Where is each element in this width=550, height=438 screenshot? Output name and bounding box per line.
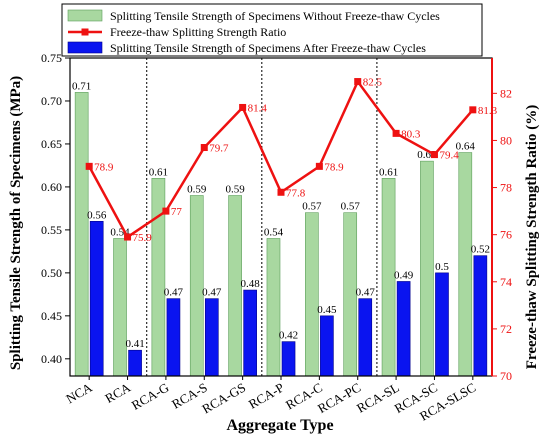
bar-frozen-RCA-SLSC bbox=[473, 255, 488, 377]
legend-label-1: Freeze-thaw Splitting Strength Ratio bbox=[110, 25, 286, 39]
bar-unfrozen-NCA bbox=[74, 92, 89, 377]
data-label-frozen-RCA-SLSC: 0.52 bbox=[471, 244, 490, 256]
bar-unfrozen-RCA-SLSC bbox=[458, 152, 473, 377]
data-label-frozen-RCA-S: 0.47 bbox=[202, 287, 222, 299]
ratio-label-RCA-G: 77 bbox=[171, 206, 183, 218]
data-label-unfrozen-NCA: 0.71 bbox=[72, 80, 91, 92]
left-axis-title: Splitting Tensile Strength of Specimens … bbox=[8, 76, 24, 370]
data-label-frozen-RCA-SC: 0.5 bbox=[435, 261, 449, 273]
ratio-point-RCA-C bbox=[315, 162, 323, 170]
data-label-frozen-RCA-C: 0.45 bbox=[317, 304, 337, 316]
ratio-point-RCA-SLSC bbox=[469, 106, 477, 114]
x-tick-label-RCA-G: RCA-G bbox=[129, 380, 172, 413]
ratio-point-RCA-PC bbox=[354, 78, 362, 86]
ratio-label-RCA-SL: 80.3 bbox=[401, 128, 421, 140]
bar-unfrozen-RCA bbox=[113, 238, 127, 377]
bar-frozen-RCA-S bbox=[204, 298, 219, 377]
legend-box bbox=[61, 3, 483, 57]
ratio-point-RCA-G bbox=[162, 207, 170, 215]
bar-frozen-NCA bbox=[89, 220, 104, 377]
x-tick-label-RCA-GS: RCA-GS bbox=[199, 380, 248, 417]
bar-unfrozen-RCA-C bbox=[305, 212, 319, 377]
data-label-unfrozen-RCA-PC: 0.57 bbox=[341, 201, 361, 213]
data-label-unfrozen-RCA-GS: 0.59 bbox=[225, 184, 245, 196]
bar-unfrozen-RCA-SC bbox=[420, 160, 434, 377]
legend-marker-1 bbox=[81, 28, 89, 36]
x-tick-label-RCA-SL: RCA-SL bbox=[354, 380, 402, 416]
ratio-point-NCA bbox=[85, 162, 93, 170]
ratio-label-RCA-C: 78.9 bbox=[324, 161, 344, 173]
bar-frozen-RCA-P bbox=[281, 341, 296, 377]
data-label-unfrozen-RCA-P: 0.54 bbox=[264, 226, 284, 238]
data-label-unfrozen-RCA-SLSC: 0.64 bbox=[456, 141, 476, 153]
bar-frozen-RCA bbox=[128, 349, 142, 377]
x-tick-label-NCA: NCA bbox=[63, 379, 95, 406]
right-tick-label-4: 78 bbox=[500, 181, 512, 195]
left-tick-label-7: 0.75 bbox=[41, 51, 62, 65]
ratio-label-RCA-GS: 81.4 bbox=[248, 102, 268, 114]
right-tick-label-6: 82 bbox=[500, 86, 512, 100]
ratio-point-RCA-GS bbox=[239, 103, 247, 111]
data-label-unfrozen-RCA-G: 0.61 bbox=[149, 166, 168, 178]
data-label-unfrozen-RCA-S: 0.59 bbox=[187, 184, 207, 196]
left-tick-label-1: 0.45 bbox=[41, 309, 62, 323]
ratio-point-RCA-P bbox=[277, 188, 285, 196]
bar-frozen-RCA-SC bbox=[435, 272, 449, 377]
data-label-frozen-RCA-PC: 0.47 bbox=[356, 287, 376, 299]
left-tick-label-3: 0.55 bbox=[41, 223, 62, 237]
bar-frozen-RCA-SL bbox=[396, 281, 411, 377]
x-tick-label-RCA-PC: RCA-PC bbox=[315, 380, 363, 416]
data-label-frozen-RCA-GS: 0.48 bbox=[241, 278, 261, 290]
data-label-frozen-RCA-G: 0.47 bbox=[164, 287, 184, 299]
bar-unfrozen-RCA-P bbox=[266, 238, 281, 377]
left-tick-label-2: 0.50 bbox=[41, 266, 62, 280]
ratio-point-RCA-SL bbox=[392, 129, 400, 137]
data-label-frozen-RCA-P: 0.42 bbox=[279, 330, 298, 342]
x-tick-label-RCA-P: RCA-P bbox=[246, 380, 287, 412]
bar-frozen-RCA-C bbox=[320, 315, 334, 377]
ratio-point-RCA-S bbox=[200, 144, 208, 152]
x-axis-title: Aggregate Type bbox=[226, 417, 333, 434]
right-tick-label-1: 72 bbox=[500, 322, 512, 336]
ratio-label-RCA-P: 77.8 bbox=[286, 187, 306, 199]
x-tick-label-RCA: RCA bbox=[102, 379, 133, 406]
data-label-frozen-RCA: 0.41 bbox=[125, 338, 144, 350]
bar-frozen-RCA-GS bbox=[243, 289, 257, 377]
ratio-label-RCA-SC: 79.4 bbox=[439, 150, 459, 162]
data-label-frozen-NCA: 0.56 bbox=[87, 209, 107, 221]
right-tick-label-2: 74 bbox=[500, 275, 512, 289]
right-axis-title: Freeze-thaw Splitting Strength Ratio (%) bbox=[524, 105, 540, 369]
right-tick-label-0: 70 bbox=[500, 369, 512, 383]
ratio-label-RCA-SLSC: 81.3 bbox=[478, 105, 498, 117]
bar-frozen-RCA-PC bbox=[358, 298, 373, 377]
right-tick-label-3: 76 bbox=[500, 228, 512, 242]
data-label-unfrozen-RCA-SL: 0.61 bbox=[379, 166, 398, 178]
data-label-frozen-RCA-SL: 0.49 bbox=[394, 269, 414, 281]
left-tick-label-4: 0.60 bbox=[41, 180, 62, 194]
right-tick-label-5: 80 bbox=[500, 133, 512, 147]
legend-swatch-0 bbox=[67, 9, 103, 22]
ratio-label-RCA-PC: 82.5 bbox=[363, 77, 383, 89]
ratio-point-RCA-SC bbox=[430, 151, 438, 159]
ratio-label-RCA-S: 79.7 bbox=[209, 143, 229, 155]
data-label-unfrozen-RCA-C: 0.57 bbox=[302, 201, 322, 213]
left-tick-label-5: 0.65 bbox=[41, 137, 62, 151]
legend-label-2: Splitting Tensile Strength of Specimens … bbox=[110, 41, 426, 55]
ratio-point-RCA bbox=[124, 233, 132, 241]
ratio-label-RCA: 75.9 bbox=[133, 232, 153, 244]
ratio-label-NCA: 78.9 bbox=[94, 161, 114, 173]
bar-frozen-RCA-G bbox=[166, 298, 181, 377]
legend-swatch-2 bbox=[67, 41, 103, 54]
legend-label-0: Splitting Tensile Strength of Specimens … bbox=[110, 9, 440, 23]
left-tick-label-0: 0.40 bbox=[41, 352, 62, 366]
left-tick-label-6: 0.70 bbox=[41, 94, 62, 108]
